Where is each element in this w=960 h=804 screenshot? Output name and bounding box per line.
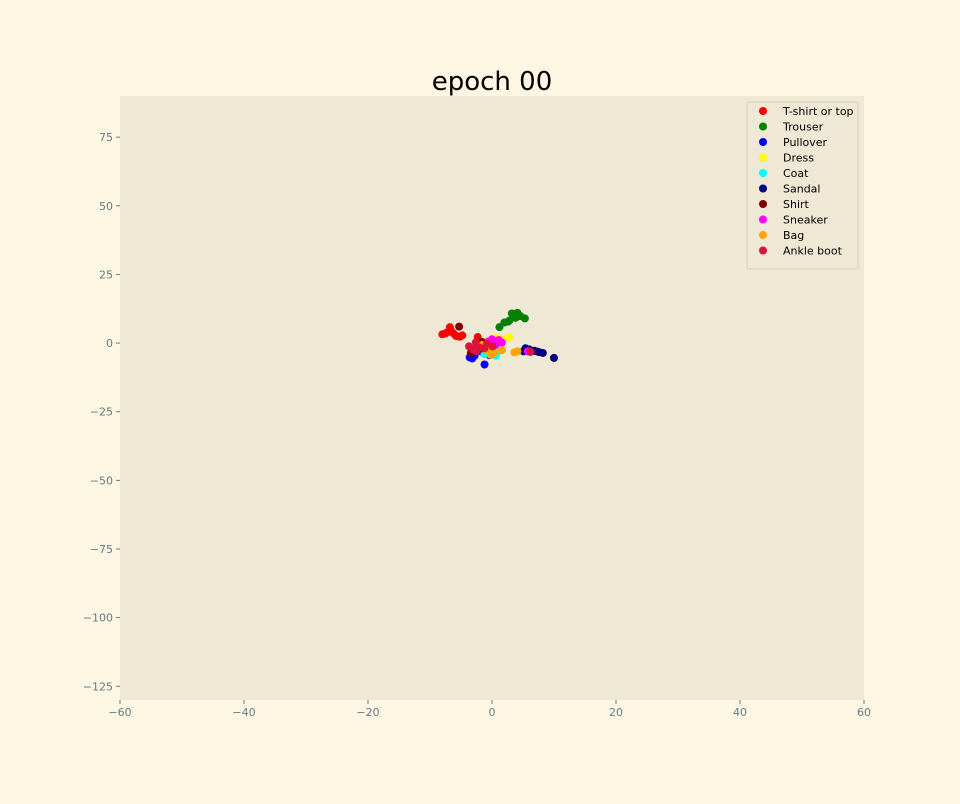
data-point-t-shirt-or-top — [441, 329, 450, 338]
data-point-sandal — [538, 348, 547, 357]
legend: T-shirt or top Trouser Pullover Dress Coat Sa… — [746, 101, 859, 270]
y-axis: 75 50 25 0 −25 −50 −75 −100 −125 — [83, 131, 120, 693]
x-tick-label: 60 — [857, 706, 871, 719]
legend-label: Shirt — [783, 198, 810, 211]
data-point-trouser — [505, 316, 514, 325]
y-tick-label: 75 — [99, 131, 113, 144]
legend-label: Bag — [783, 229, 804, 242]
x-tick-label: −40 — [232, 706, 255, 719]
data-point-pullover — [480, 360, 489, 369]
legend-marker — [759, 215, 767, 224]
x-axis: −60 −40 −20 0 20 40 60 — [108, 700, 871, 719]
plot-area — [120, 96, 864, 700]
data-point-ankle-boot — [488, 342, 497, 351]
y-tick-label: −50 — [90, 474, 113, 487]
legend-label: T-shirt or top — [782, 105, 854, 118]
legend-label: Sandal — [783, 183, 820, 196]
y-tick-label: 25 — [99, 268, 113, 281]
legend-label: Sneaker — [783, 214, 828, 227]
data-points — [438, 308, 558, 369]
data-point-bag — [497, 346, 506, 355]
x-tick-label: 20 — [609, 706, 623, 719]
legend-marker — [759, 153, 767, 162]
data-point-dress — [505, 333, 514, 342]
legend-label: Coat — [783, 167, 809, 180]
x-tick-label: 40 — [733, 706, 747, 719]
y-tick-label: −25 — [90, 406, 113, 419]
legend-marker — [759, 200, 767, 208]
legend-marker — [759, 246, 767, 255]
legend-marker — [759, 184, 767, 193]
data-point-sneaker — [497, 338, 506, 347]
y-tick-label: −75 — [90, 543, 113, 556]
legend-marker — [759, 122, 767, 131]
legend-label: Ankle boot — [783, 245, 843, 258]
chart-title: epoch 00 — [432, 67, 553, 97]
data-point-shirt — [455, 322, 464, 331]
legend-label: Pullover — [783, 136, 828, 149]
data-point-ankle-boot — [526, 347, 535, 356]
data-point-bag — [513, 347, 522, 356]
legend-box — [746, 101, 859, 270]
legend-marker — [759, 107, 767, 115]
y-tick-label: 50 — [99, 200, 113, 213]
x-tick-label: 0 — [489, 706, 496, 719]
data-point-t-shirt-or-top — [458, 331, 467, 340]
legend-label: Trouser — [782, 121, 824, 134]
y-tick-label: −125 — [83, 680, 113, 693]
data-point-ankle-boot — [471, 338, 480, 347]
x-tick-label: −20 — [356, 706, 379, 719]
y-tick-label: 0 — [106, 337, 113, 350]
legend-label: Dress — [783, 152, 814, 165]
y-tick-label: −100 — [83, 612, 113, 625]
data-point-trouser — [520, 314, 529, 323]
legend-marker — [759, 169, 767, 177]
legend-marker — [759, 231, 767, 239]
data-point-sandal — [550, 353, 558, 362]
x-tick-label: −60 — [108, 706, 131, 719]
legend-marker — [759, 138, 767, 146]
